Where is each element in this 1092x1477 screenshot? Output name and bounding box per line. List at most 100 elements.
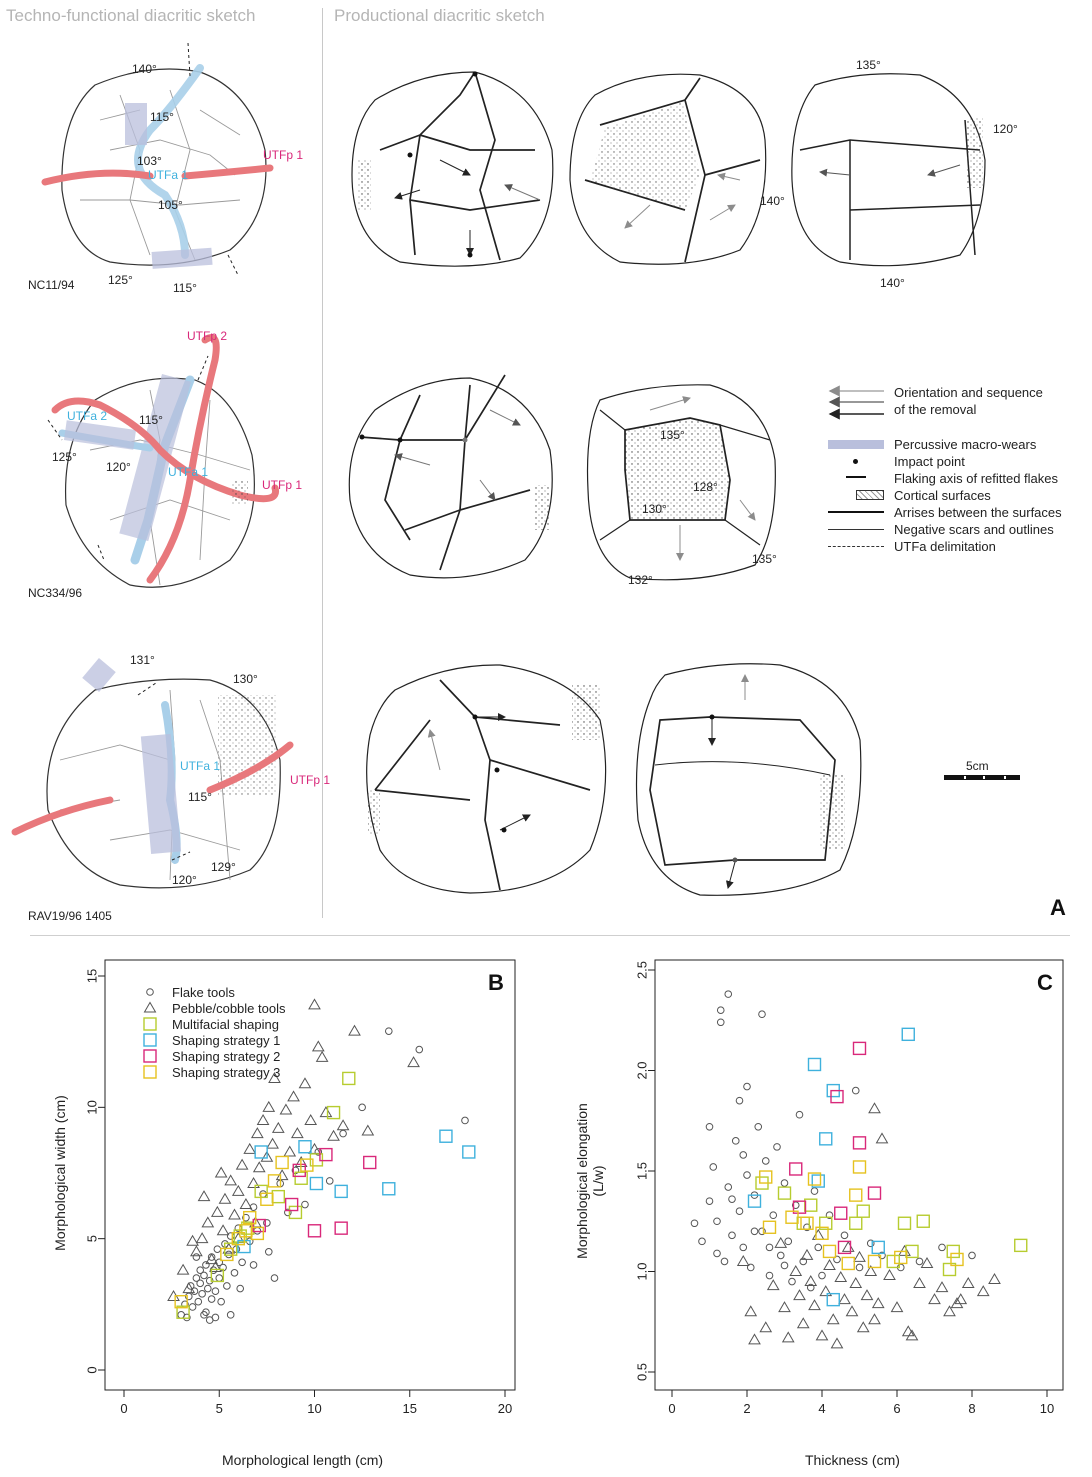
legend-row: Percussive macro-wears — [828, 436, 1088, 453]
flake-tools-point — [339, 1129, 347, 1138]
legend-marker — [143, 1001, 157, 1013]
pebble-cobble-tools-point — [950, 1297, 964, 1309]
shaping-strategy-1-point — [807, 1057, 822, 1072]
angle-label: 125° — [52, 450, 77, 464]
pebble-cobble-tools-point — [920, 1256, 934, 1268]
pebble-cobble-tools-point — [315, 1050, 329, 1062]
pebble-cobble-tools-point — [830, 1337, 844, 1349]
flake-tools-point — [818, 1271, 826, 1280]
plot-frame — [104, 959, 516, 1391]
flake-tools-point — [205, 1316, 214, 1324]
rav19-production-sketch-1 — [366, 664, 607, 894]
pebble-cobble-tools-point — [210, 1205, 224, 1217]
utfa-label: UTFa 1 — [168, 465, 209, 479]
pebble-cobble-tools-point — [256, 1113, 270, 1125]
shaping-strategy-1-point — [871, 1240, 885, 1255]
flake-tools-point — [224, 1250, 233, 1259]
pebble-cobble-tools-point — [778, 1301, 791, 1313]
shaping-strategy-2-point — [830, 1089, 844, 1104]
y-axis-title: Morphological elongation (L/w) — [574, 1103, 606, 1259]
pebble-cobble-tools-point — [860, 1289, 874, 1301]
shaping-strategy-3-point — [815, 1226, 829, 1241]
x-tick-label: 10 — [307, 1401, 321, 1416]
flake-tools-point — [200, 1311, 208, 1319]
shaping-strategy-2-point — [852, 1041, 867, 1056]
pebble-cobble-tools-point — [748, 1333, 761, 1345]
pebble-cobble-tools-point — [407, 1056, 420, 1068]
flake-tools-point — [284, 1208, 292, 1217]
scale-bar: 5cm — [944, 759, 1020, 782]
flake-tools-point — [788, 1277, 796, 1286]
panel-a-sketches — [11, 42, 986, 896]
pebble-cobble-tools-point — [913, 1277, 926, 1289]
pebble-cobble-tools-point — [327, 1129, 340, 1141]
shaping-strategy-3-point — [807, 1172, 822, 1186]
pebble-cobble-tools-point — [871, 1297, 885, 1309]
shaping-strategy-2-point — [252, 1218, 266, 1233]
pebble-cobble-tools-point — [176, 1263, 190, 1275]
pebble-cobble-tools-point — [890, 1301, 904, 1313]
angle-label: 120° — [993, 122, 1018, 136]
shaping-strategy-3-point — [174, 1295, 188, 1309]
flake-tools-point — [735, 1207, 744, 1215]
pebble-cobble-tools-point — [262, 1100, 276, 1112]
utfa-label: UTFa 2 — [67, 409, 108, 423]
flake-tools-point — [202, 1261, 210, 1269]
angle-label: 115° — [173, 281, 197, 295]
multifacial-shaping-point — [210, 1268, 225, 1283]
cortex-box-icon — [856, 490, 884, 500]
shaping-strategy-2-point — [837, 1240, 852, 1255]
flake-tools-point — [855, 1263, 864, 1272]
multifacial-shaping-point — [819, 1216, 833, 1230]
flake-tools-point — [938, 1243, 946, 1252]
utfa-label: UTFa 1 — [180, 759, 221, 773]
utfa-label: UTFa 1 — [148, 168, 189, 182]
shaping-strategy-1-point — [439, 1129, 453, 1143]
x-tick-label: 5 — [216, 1401, 223, 1416]
flake-tools-point — [866, 1239, 875, 1248]
flake-tools-point — [735, 1096, 744, 1105]
vertical-divider — [322, 8, 323, 918]
specimen-id: NC334/96 — [28, 586, 83, 600]
y-tick-label: 10 — [84, 1100, 99, 1114]
pebble-cobble-tools-point — [849, 1277, 863, 1289]
x-tick-label: 10 — [1040, 1401, 1054, 1416]
pebble-cobble-tools-point — [804, 1275, 818, 1287]
flake-tools-point — [825, 1211, 834, 1220]
pebble-cobble-tools-point — [287, 1090, 300, 1102]
utfp-label: UTFp 2 — [187, 329, 228, 343]
flake-tools-point — [698, 1237, 706, 1246]
nc334-techno-sketch — [47, 334, 280, 588]
rav19-techno-sketch — [11, 657, 294, 889]
legend-marker — [146, 988, 154, 996]
pebble-cobble-tools-point — [271, 1121, 285, 1133]
shaping-strategy-3-point — [841, 1256, 855, 1271]
pebble-cobble-tools-point — [744, 1305, 758, 1317]
panel-letter: C — [1037, 970, 1053, 995]
x-tick-label: 15 — [403, 1401, 417, 1416]
flake-tools-point — [270, 1274, 279, 1282]
multifacial-shaping-point — [897, 1216, 912, 1230]
pebble-cobble-tools-point — [905, 1329, 919, 1341]
flake-tools-point — [814, 1243, 823, 1252]
shaping-strategy-1-point — [826, 1292, 840, 1307]
pebble-cobble-tools-point — [868, 1313, 881, 1325]
multifacial-shaping-point — [288, 1205, 303, 1220]
shaping-strategy-3-point — [852, 1160, 867, 1174]
pebble-cobble-tools-point — [197, 1190, 211, 1202]
pebble-cobble-tools-point — [781, 1331, 795, 1343]
flake-tools-point — [799, 1257, 808, 1266]
pebble-cobble-tools-point — [209, 1261, 222, 1273]
nc334-production-sketch-1 — [348, 374, 553, 579]
flake-tools-point — [194, 1297, 203, 1306]
angle-label: 135° — [856, 58, 881, 72]
angle-label: 140° — [132, 62, 157, 76]
pebble-cobble-tools-point — [231, 1184, 245, 1196]
shaping-strategy-1-point — [819, 1132, 833, 1146]
angle-label: 131° — [130, 653, 155, 667]
utfp-label: UTFp 1 — [262, 478, 303, 492]
left-sketch-header: Techno-functional diacritic sketch — [6, 6, 256, 25]
shaping-strategy-1-point — [334, 1184, 348, 1199]
flake-tools-point — [314, 1148, 323, 1156]
shaping-strategy-2-point — [284, 1197, 299, 1212]
